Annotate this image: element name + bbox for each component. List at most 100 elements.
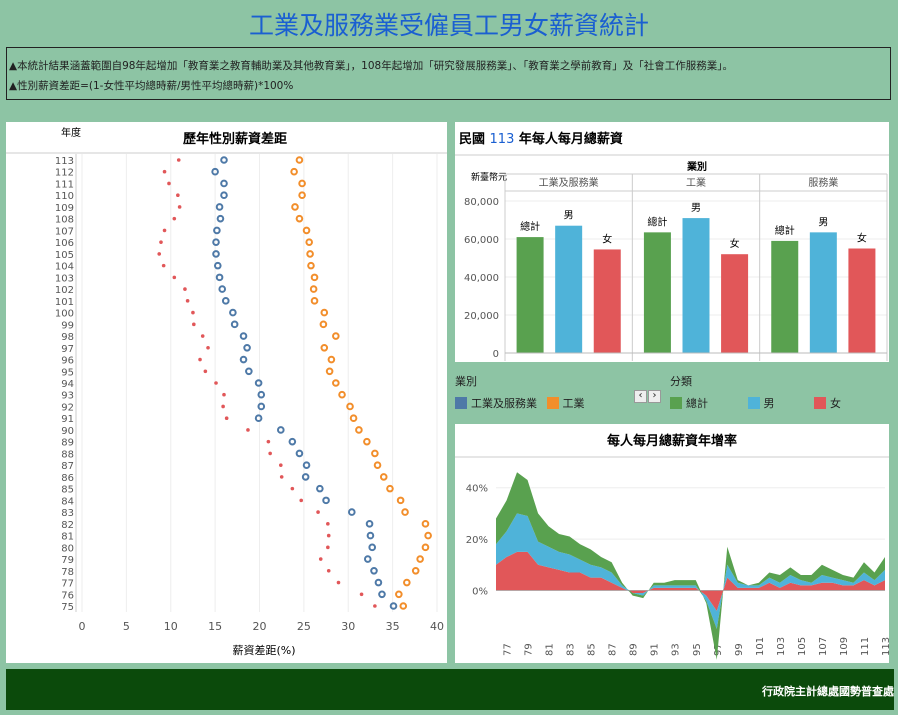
gap-point-industry xyxy=(307,261,315,270)
gap-point-industry-service xyxy=(370,566,378,575)
gap-point-industry xyxy=(395,590,403,599)
gap-point-industry xyxy=(332,332,340,340)
gap-point-industry-service xyxy=(368,543,377,552)
gap-point-industry xyxy=(298,191,306,200)
gap-point-industry xyxy=(355,426,363,434)
gap-point-female xyxy=(192,322,196,327)
gap-point-female xyxy=(318,557,323,561)
gap-point-industry xyxy=(309,285,318,293)
legend-item-industry-service[interactable]: 工業及服務業 xyxy=(455,397,537,410)
y-tick-label: 20% xyxy=(466,535,488,546)
legend-swatch-green xyxy=(670,397,682,409)
salary-bar xyxy=(809,232,837,353)
y-tick-label: 101 xyxy=(55,297,74,308)
x-tick-label: 99 xyxy=(734,643,745,656)
gap-point-female xyxy=(326,545,330,550)
y-tick-label: 75 xyxy=(61,602,74,613)
growth-chart-panel: 每人每月總薪資年增率 0% 20% 40% 77 79 81 83 85 87 89 91 93 95 97… xyxy=(455,424,892,663)
gap-point-industry-service xyxy=(257,390,266,399)
gap-point-industry-service xyxy=(254,379,263,387)
legend-item-industry[interactable]: 工業 xyxy=(546,397,585,410)
y-tick-label: 100 xyxy=(55,309,74,320)
gap-point-industry xyxy=(349,414,358,423)
legend-item-female[interactable]: 女 xyxy=(814,397,841,410)
area-female xyxy=(496,551,885,612)
gap-point-industry xyxy=(295,156,304,164)
x-tick-label: 93 xyxy=(671,643,682,656)
bar-label: 女 xyxy=(602,232,612,245)
gap-point-female xyxy=(279,463,283,467)
y-tick-label: 104 xyxy=(55,262,74,273)
gap-point-industry xyxy=(306,250,314,258)
y-tick-label: 82 xyxy=(61,520,74,531)
salary-bar xyxy=(771,240,799,353)
bar-label: 總計 xyxy=(775,224,795,237)
gap-point-industry xyxy=(310,297,319,305)
gap-point-female xyxy=(266,439,271,444)
y-tick-label: 40% xyxy=(466,484,488,495)
x-tick-label: 97 xyxy=(713,643,724,656)
group-axis-title: 業別 xyxy=(686,160,707,173)
legend-item-male[interactable]: 男 xyxy=(747,397,775,410)
legend-pager: ‹ › xyxy=(634,388,661,403)
y-tick-label: 107 xyxy=(55,226,74,237)
legend-swatch-lightblue xyxy=(747,397,760,409)
gap-point-industry xyxy=(338,390,346,399)
gap-point-female xyxy=(176,193,180,198)
gap-point-industry xyxy=(302,226,311,235)
y-tick-label: 110 xyxy=(55,191,74,202)
x-tick-label: 25 xyxy=(297,620,311,633)
y-tick-label: 80 xyxy=(61,543,74,554)
gap-point-industry-service xyxy=(212,238,220,246)
gap-point-industry xyxy=(416,555,424,563)
industry-legend: 業別 工業及服務業 工業 xyxy=(455,373,635,411)
gap-point-industry-service xyxy=(348,508,356,516)
gap-point-female xyxy=(373,604,377,608)
y-tick-label: 97 xyxy=(61,344,74,355)
x-tick-label: 85 xyxy=(587,643,598,656)
x-tick-label: 81 xyxy=(545,643,556,656)
salary-chart-panel: 民國 113 年每人每月總薪資 業別 新臺幣元 0 20,000 40,000 60,000… xyxy=(455,122,889,362)
gap-point-female xyxy=(326,533,331,538)
gap-point-industry-service xyxy=(215,273,224,282)
gap-point-industry xyxy=(295,214,304,223)
gap-point-industry-service xyxy=(366,531,375,540)
gap-point-industry-service xyxy=(218,285,227,293)
salary-bar xyxy=(555,225,583,353)
title-suffix: 年每人每月總薪資 xyxy=(514,131,623,147)
x-tick-label: 103 xyxy=(776,637,787,656)
gap-point-female xyxy=(159,240,163,244)
gap-point-industry-service xyxy=(211,167,219,176)
gap-point-female xyxy=(268,451,272,456)
y-tick-label: 98 xyxy=(61,332,74,343)
y-axis-label: 新臺幣元 xyxy=(471,171,507,183)
gap-point-industry xyxy=(290,167,298,176)
y-tick-label: 87 xyxy=(61,461,74,472)
group-label: 工業 xyxy=(686,176,706,189)
gap-point-female xyxy=(157,252,162,256)
x-tick-label: 10 xyxy=(164,620,178,633)
group-label: 服務業 xyxy=(808,176,838,189)
gap-point-female xyxy=(161,263,166,268)
gap-point-industry xyxy=(325,367,334,376)
notes-box: ▲本統計結果涵蓋範圍自98年起增加「教育業之教育輔助業及其他教育業」，108年起… xyxy=(6,47,891,100)
legend-swatch-blue xyxy=(455,397,467,409)
prev-page-button[interactable]: ‹ xyxy=(634,390,647,403)
gap-point-female xyxy=(279,475,284,479)
gap-point-female xyxy=(185,299,190,303)
gap-point-female xyxy=(198,357,202,362)
gap-point-female xyxy=(336,580,341,585)
gap-point-female xyxy=(162,169,167,174)
gap-point-industry-service xyxy=(295,449,304,458)
growth-chart: 每人每月總薪資年增率 0% 20% 40% 77 79 81 83 85 87 89 91 93 95 97… xyxy=(455,433,892,660)
gap-point-female xyxy=(222,392,226,397)
gap-point-female xyxy=(206,345,210,350)
bar-label: 男 xyxy=(818,216,828,228)
gap-point-female xyxy=(191,310,195,315)
gap-point-industry xyxy=(320,343,329,352)
next-page-button[interactable]: › xyxy=(648,390,661,403)
gap-point-female xyxy=(203,369,208,374)
area-male xyxy=(496,513,885,629)
y-tick-label: 77 xyxy=(61,579,74,590)
legend-item-total[interactable]: 總計 xyxy=(670,397,708,410)
